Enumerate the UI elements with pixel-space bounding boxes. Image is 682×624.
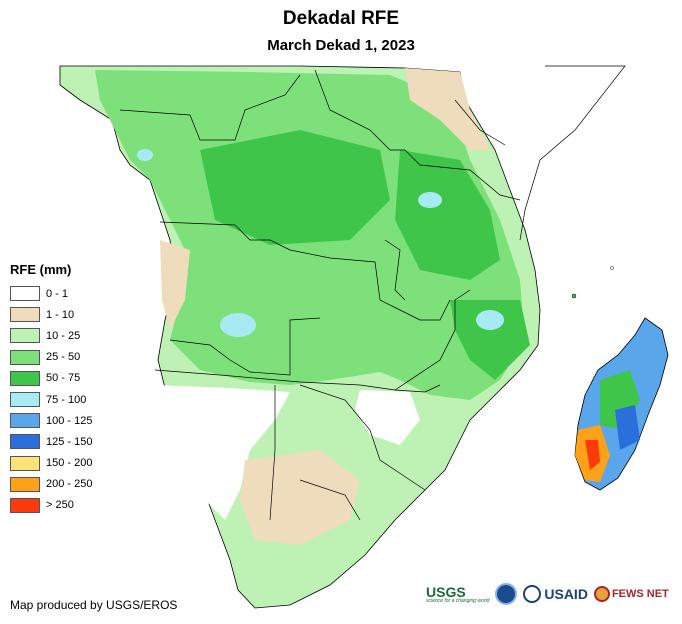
madagascar-125-150 — [615, 405, 640, 450]
legend-item: 50 - 75 — [10, 368, 92, 389]
rainfall-zone-1-10-south — [240, 450, 360, 545]
usgs-logo-text: USGS — [426, 583, 466, 600]
island-speck — [610, 266, 614, 270]
legend-swatch — [10, 455, 40, 471]
legend-title: RFE (mm) — [10, 262, 72, 277]
legend-label: 0 - 1 — [46, 287, 69, 300]
legend-label: 50 - 75 — [46, 372, 81, 385]
legend-item: > 250 — [10, 495, 92, 516]
legend-label: 100 - 125 — [46, 414, 93, 427]
madagascar-extreme-rain — [585, 440, 600, 470]
agency-logos: USGS science for a changing world USAID … — [426, 583, 669, 605]
legend-item: 25 - 50 — [10, 347, 92, 368]
usaid-logo: USAID — [523, 585, 588, 603]
legend-swatch — [10, 476, 40, 492]
rainfall-zone-1-10-west — [160, 240, 190, 330]
usaid-seal-icon — [523, 585, 542, 603]
country-borders — [119, 69, 521, 521]
legend-item: 75 - 100 — [10, 389, 92, 410]
credit-text: Map produced by USGS/EROS — [10, 598, 178, 612]
legend-item: 125 - 150 — [10, 431, 92, 452]
legend-label: 1 - 10 — [46, 308, 75, 321]
rainfall-zone-50-75-mozambique — [450, 300, 530, 380]
legend-swatch — [10, 349, 40, 365]
legend-item: 100 - 125 — [10, 410, 92, 431]
legend-swatch — [10, 392, 40, 408]
legend-item: 10 - 25 — [10, 325, 92, 346]
legend-label: 25 - 50 — [46, 351, 81, 364]
legend-item: 200 - 250 — [10, 474, 92, 495]
legend-swatch — [10, 328, 40, 344]
horn-of-africa-outline — [519, 65, 626, 241]
legend-swatch — [10, 434, 40, 450]
legend-rows: 0 - 1 1 - 10 10 - 25 25 - 50 50 - 75 75 - 100… — [10, 283, 92, 516]
legend-item: 150 - 200 — [10, 453, 92, 474]
fews-net-logo-text: FEWS NET — [611, 588, 669, 600]
legend-swatch — [10, 497, 40, 513]
rainfall-zone-75-100-north — [137, 149, 153, 161]
legend-swatch — [10, 413, 40, 429]
legend-swatch — [10, 370, 40, 386]
fews-net-logo: FEWS NET — [593, 586, 669, 602]
rainfall-zone-75-100-mozambique — [476, 310, 504, 330]
legend-label: 10 - 25 — [46, 329, 81, 342]
map-title: Dekadal RFE — [282, 8, 400, 29]
usgs-logo: USGS science for a changing world — [426, 585, 489, 604]
usgs-tagline: science for a changing world — [426, 597, 490, 604]
legend-label: > 250 — [46, 499, 74, 512]
legend-item: 1 - 10 — [10, 304, 92, 325]
legend-label: 75 - 100 — [46, 393, 87, 406]
rainfall-zone-75-100-lake — [418, 192, 442, 208]
rainfall-zone-1-10-northeast — [405, 68, 490, 150]
rainfall-zone-50-75-east — [395, 150, 500, 280]
usaid-logo-text: USAID — [544, 586, 588, 602]
legend-swatch — [10, 286, 40, 302]
legend-label: 200 - 250 — [46, 478, 93, 491]
legend-item: 0 - 1 — [10, 283, 92, 304]
rainfall-zone-75-100-angola — [220, 313, 256, 337]
dry-zone-zimbabwe — [355, 390, 420, 445]
legend-label: 125 - 150 — [46, 435, 93, 448]
map-legend: RFE (mm) 0 - 1 1 - 10 10 - 25 25 - 50 50 - 7… — [10, 262, 92, 516]
legend-label: 150 - 200 — [46, 457, 93, 470]
noaa-logo — [495, 583, 518, 605]
legend-swatch — [10, 307, 40, 323]
dry-zone-namibia-botswana — [155, 385, 290, 520]
fews-seal-icon — [593, 586, 610, 602]
comoros-islands — [571, 293, 577, 299]
rainfall-zone-50-75-north — [200, 130, 390, 245]
map-subtitle: March Dekad 1, 2023 — [267, 37, 415, 54]
